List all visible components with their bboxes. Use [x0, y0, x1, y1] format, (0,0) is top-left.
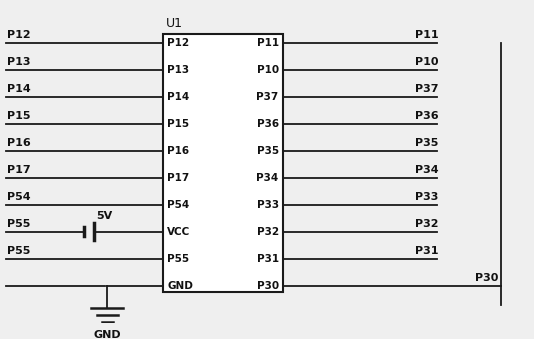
Text: P33: P33	[415, 192, 438, 202]
Text: P37: P37	[415, 84, 438, 94]
Text: U1: U1	[166, 17, 183, 30]
Text: P36: P36	[415, 111, 438, 121]
Text: P34: P34	[415, 165, 438, 175]
Text: P32: P32	[257, 226, 279, 237]
Text: P55: P55	[167, 254, 190, 263]
Text: P16: P16	[167, 145, 190, 156]
Text: P55: P55	[7, 246, 30, 256]
Text: GND: GND	[93, 330, 121, 339]
Text: P54: P54	[7, 192, 31, 202]
Text: P17: P17	[7, 165, 31, 175]
Text: P10: P10	[257, 64, 279, 75]
Text: P13: P13	[167, 64, 190, 75]
Text: P15: P15	[167, 119, 190, 128]
Text: P31: P31	[415, 246, 438, 256]
Text: P12: P12	[7, 30, 31, 40]
Text: P37: P37	[256, 92, 279, 102]
Text: P11: P11	[415, 30, 438, 40]
Text: P33: P33	[257, 200, 279, 210]
Text: P54: P54	[167, 200, 190, 210]
Text: P30: P30	[257, 281, 279, 291]
Text: P34: P34	[256, 173, 279, 182]
Text: P30: P30	[475, 273, 499, 283]
Text: P31: P31	[257, 254, 279, 263]
Text: P13: P13	[7, 57, 30, 67]
Text: P35: P35	[415, 138, 438, 148]
Text: P15: P15	[7, 111, 30, 121]
Text: P12: P12	[167, 38, 190, 47]
Text: VCC: VCC	[167, 226, 191, 237]
Text: P36: P36	[257, 119, 279, 128]
Text: P14: P14	[7, 84, 31, 94]
Text: P10: P10	[415, 57, 438, 67]
Text: P11: P11	[257, 38, 279, 47]
Text: GND: GND	[167, 281, 193, 291]
Text: P32: P32	[415, 219, 438, 229]
Text: P14: P14	[167, 92, 190, 102]
Text: P35: P35	[257, 145, 279, 156]
Bar	[163, 35, 283, 292]
Text: P55: P55	[7, 219, 30, 229]
Text: P16: P16	[7, 138, 31, 148]
Text: 5V: 5V	[97, 211, 113, 221]
Text: P17: P17	[167, 173, 190, 182]
